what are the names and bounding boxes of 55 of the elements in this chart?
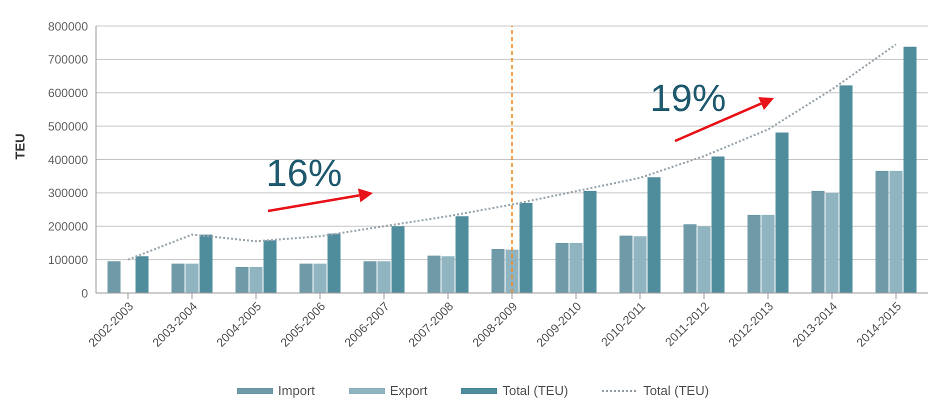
y-tick-label: 800000 bbox=[48, 19, 88, 34]
y-tick-label: 500000 bbox=[48, 119, 88, 134]
bar bbox=[826, 192, 839, 293]
y-tick-label: 300000 bbox=[48, 186, 88, 200]
bar bbox=[314, 264, 327, 293]
annotation: 16% bbox=[266, 153, 342, 196]
bar bbox=[236, 266, 249, 293]
bar bbox=[684, 224, 697, 293]
y-tick-label: 600000 bbox=[48, 86, 88, 100]
bar bbox=[748, 214, 761, 293]
bar bbox=[200, 234, 213, 293]
bar bbox=[328, 234, 341, 293]
bar bbox=[428, 256, 441, 293]
bar bbox=[776, 132, 789, 293]
bar bbox=[812, 190, 825, 293]
bar bbox=[712, 156, 725, 293]
legend-label: Total (TEU) bbox=[501, 383, 568, 398]
bar bbox=[876, 170, 889, 293]
bar bbox=[378, 261, 391, 293]
bar bbox=[506, 250, 519, 293]
bar bbox=[250, 266, 263, 293]
y-tick-label: 0 bbox=[81, 286, 88, 300]
bar bbox=[556, 242, 569, 293]
bar bbox=[520, 202, 533, 293]
bar bbox=[172, 264, 185, 293]
bar bbox=[300, 264, 313, 293]
bar bbox=[570, 242, 583, 293]
y-tick-label: 200000 bbox=[48, 220, 88, 234]
annotation: 19% bbox=[650, 78, 726, 121]
bar bbox=[264, 240, 277, 293]
y-tick-label: 700000 bbox=[48, 52, 88, 67]
bar bbox=[136, 256, 149, 293]
bar bbox=[620, 236, 633, 293]
bar bbox=[890, 170, 903, 293]
y-tick-label: 100000 bbox=[48, 252, 88, 267]
bar bbox=[904, 46, 917, 293]
bar bbox=[584, 190, 597, 293]
bar bbox=[840, 85, 853, 293]
line-series bbox=[127, 43, 897, 261]
y-axis-title: TEU bbox=[12, 134, 28, 160]
legend-label: Total (TEU) bbox=[642, 383, 709, 398]
bar bbox=[648, 177, 661, 293]
bar bbox=[442, 256, 455, 293]
bar bbox=[698, 226, 711, 293]
bar bbox=[108, 261, 121, 293]
bar bbox=[364, 261, 377, 293]
legend-label: Import bbox=[277, 383, 315, 398]
bar bbox=[634, 236, 647, 293]
bar bbox=[392, 226, 405, 293]
bar bbox=[456, 216, 469, 293]
y-tick-label: 400000 bbox=[48, 152, 88, 167]
bar bbox=[492, 248, 505, 293]
bar bbox=[186, 264, 199, 293]
bar bbox=[762, 214, 775, 293]
legend-label: Export bbox=[388, 383, 428, 398]
